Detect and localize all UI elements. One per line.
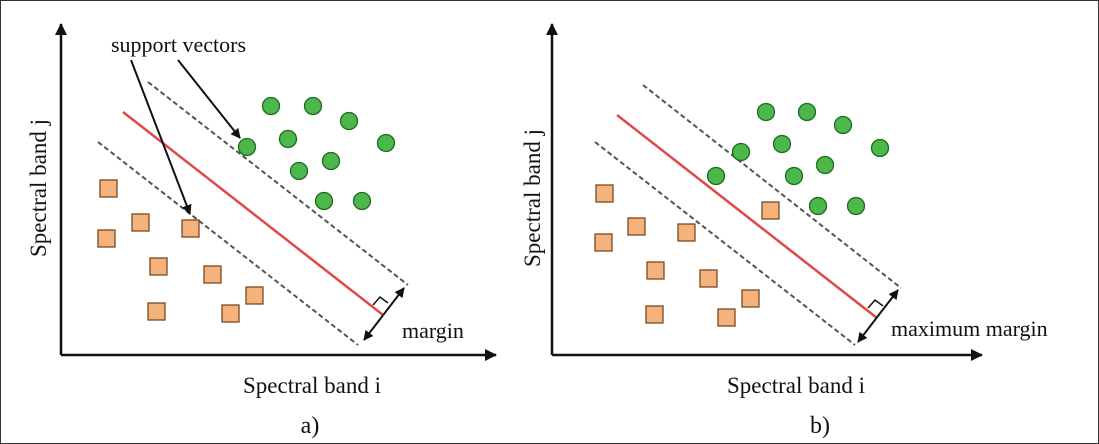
class-squares [594, 184, 780, 327]
circle-point [321, 151, 341, 171]
panel-label: a) [301, 413, 320, 439]
circle-point [833, 115, 853, 135]
right-angle-marker [372, 295, 389, 306]
circle-point [797, 102, 817, 122]
circle-point [352, 191, 372, 211]
circle-point [731, 142, 751, 162]
y-axis-title: Spectral band j [26, 119, 51, 257]
lower-margin-line [594, 141, 856, 346]
square-point [761, 201, 780, 220]
lower-margin-line [97, 141, 359, 346]
circle-point [784, 166, 804, 186]
circle-point [261, 96, 281, 116]
square-point [99, 179, 118, 198]
square-point [181, 219, 200, 238]
square-point [645, 305, 664, 324]
circle-point [815, 155, 835, 175]
upper-margin-line [147, 81, 409, 286]
class-circles [706, 102, 890, 216]
separating-hyperplane [616, 114, 878, 319]
panel-b: maximum margin Spectral band i Spectral … [520, 23, 1048, 439]
class-squares [97, 179, 264, 323]
square-point [147, 302, 166, 321]
square-point [97, 229, 116, 248]
square-point [677, 223, 696, 242]
circle-point [376, 133, 396, 153]
circle-point [756, 102, 776, 122]
square-point [717, 308, 736, 327]
margin-label: maximum margin [891, 316, 1048, 341]
square-point [245, 286, 264, 305]
circle-point [303, 96, 323, 116]
circle-point [706, 166, 726, 186]
support-vectors-label: support vectors [111, 32, 246, 57]
square-point [699, 269, 718, 288]
square-point [131, 213, 150, 232]
circle-point [314, 191, 334, 211]
circle-point [870, 138, 890, 158]
circle-point [846, 196, 866, 216]
circle-point [772, 134, 792, 154]
square-point [203, 265, 222, 284]
margin-label: margin [402, 318, 464, 343]
square-point [627, 217, 646, 236]
circle-point [808, 196, 828, 216]
square-point [149, 257, 168, 276]
circle-point [237, 137, 257, 157]
support-vector-arrow [130, 59, 192, 215]
upper-margin-line [642, 84, 902, 289]
right-angle-marker [867, 298, 884, 309]
square-point [646, 261, 665, 280]
y-axis-title: Spectral band j [520, 129, 545, 267]
class-circles [237, 96, 396, 211]
x-axis-title: Spectral band i [727, 373, 865, 398]
panel-label: b) [810, 413, 830, 439]
square-point [741, 289, 760, 308]
square-point [594, 233, 613, 252]
circle-point [339, 111, 359, 131]
margin-arrow [363, 287, 405, 341]
separating-hyperplane [122, 111, 384, 316]
support-vector-arrow [177, 59, 241, 139]
circle-point [278, 129, 298, 149]
margin-arrow [857, 289, 899, 343]
circle-point [289, 161, 309, 181]
panel-a: support vectors margin Spectral band i S… [26, 23, 497, 439]
x-axis-title: Spectral band i [243, 373, 381, 398]
square-point [595, 184, 614, 203]
square-point [221, 304, 240, 323]
